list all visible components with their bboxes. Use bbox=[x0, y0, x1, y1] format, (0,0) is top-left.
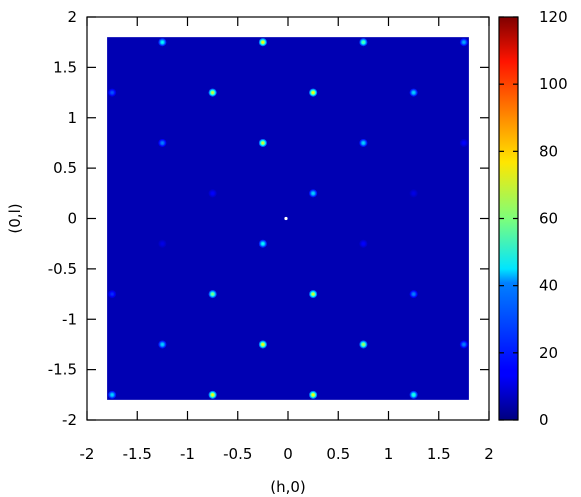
x-axis-label: (h,0) bbox=[270, 478, 306, 496]
colorbar-ticks: 0 20 40 60 80 100 120 bbox=[499, 8, 568, 429]
bragg-peak bbox=[208, 88, 217, 97]
y-axis-ticks: -2 -1.5 -1 -0.5 0 0.5 1 1.5 2 bbox=[48, 8, 489, 429]
y-tick-label: 1.5 bbox=[53, 58, 77, 76]
y-axis-label: (0,l) bbox=[6, 203, 24, 233]
bragg-peak bbox=[158, 340, 167, 349]
bragg-peak bbox=[409, 290, 418, 299]
bragg-peak bbox=[309, 88, 318, 97]
y-tick-label: 2 bbox=[67, 8, 77, 26]
bragg-peak bbox=[158, 138, 167, 147]
bragg-peak bbox=[158, 38, 167, 47]
bragg-peak bbox=[459, 38, 468, 47]
bragg-peak bbox=[409, 189, 418, 198]
bragg-peak bbox=[108, 88, 117, 97]
heatmap-layer bbox=[107, 37, 469, 400]
bragg-peak bbox=[208, 189, 217, 198]
y-tick-label: -1.5 bbox=[48, 361, 77, 379]
bragg-peak bbox=[409, 390, 418, 399]
x-tick-label: 1.5 bbox=[427, 445, 451, 463]
x-tick-label: 1 bbox=[384, 445, 394, 463]
bragg-peak bbox=[409, 88, 418, 97]
x-tick-label: -1 bbox=[180, 445, 195, 463]
bragg-peak bbox=[359, 239, 368, 248]
x-axis-ticks: -2 -1.5 -1 -0.5 0 0.5 1 1.5 2 bbox=[80, 17, 494, 463]
x-tick-label: -0.5 bbox=[223, 445, 252, 463]
bragg-peak bbox=[459, 340, 468, 349]
bragg-peak bbox=[258, 38, 267, 47]
y-tick-label: -1 bbox=[62, 310, 77, 328]
bragg-peak bbox=[258, 138, 267, 147]
bragg-peak bbox=[359, 138, 368, 147]
colorbar-tick-label: 120 bbox=[539, 8, 568, 26]
bragg-peak bbox=[309, 189, 318, 198]
heatmap-background bbox=[107, 37, 469, 400]
bragg-peak bbox=[459, 138, 468, 147]
colorbar-tick-label: 20 bbox=[539, 344, 558, 362]
y-tick-label: 1 bbox=[67, 109, 77, 127]
colorbar-tick-label: 80 bbox=[539, 142, 558, 160]
bragg-peak bbox=[258, 340, 267, 349]
bragg-peak bbox=[284, 216, 288, 221]
y-tick-label: -2 bbox=[62, 411, 77, 429]
bragg-peak bbox=[309, 390, 318, 399]
bragg-peak bbox=[108, 390, 117, 399]
bragg-peak bbox=[158, 239, 167, 248]
bragg-peak bbox=[208, 390, 217, 399]
bragg-peak bbox=[359, 38, 368, 47]
bragg-peak bbox=[208, 290, 217, 299]
bragg-peak bbox=[258, 239, 267, 248]
bragg-peak bbox=[359, 340, 368, 349]
colorbar-tick-label: 40 bbox=[539, 277, 558, 295]
colorbar-tick-label: 60 bbox=[539, 210, 558, 228]
bragg-peak bbox=[309, 290, 318, 299]
colorbar-tick-label: 100 bbox=[539, 75, 568, 93]
x-tick-label: 0 bbox=[283, 445, 293, 463]
y-tick-label: 0 bbox=[67, 210, 77, 228]
bragg-peak bbox=[108, 290, 117, 299]
x-tick-label: -2 bbox=[80, 445, 95, 463]
x-tick-label: 2 bbox=[484, 445, 494, 463]
x-tick-label: -1.5 bbox=[123, 445, 152, 463]
colorbar-tick-label: 0 bbox=[539, 411, 549, 429]
y-tick-label: -0.5 bbox=[48, 260, 77, 278]
x-tick-label: 0.5 bbox=[326, 445, 350, 463]
y-tick-label: 0.5 bbox=[53, 159, 77, 177]
